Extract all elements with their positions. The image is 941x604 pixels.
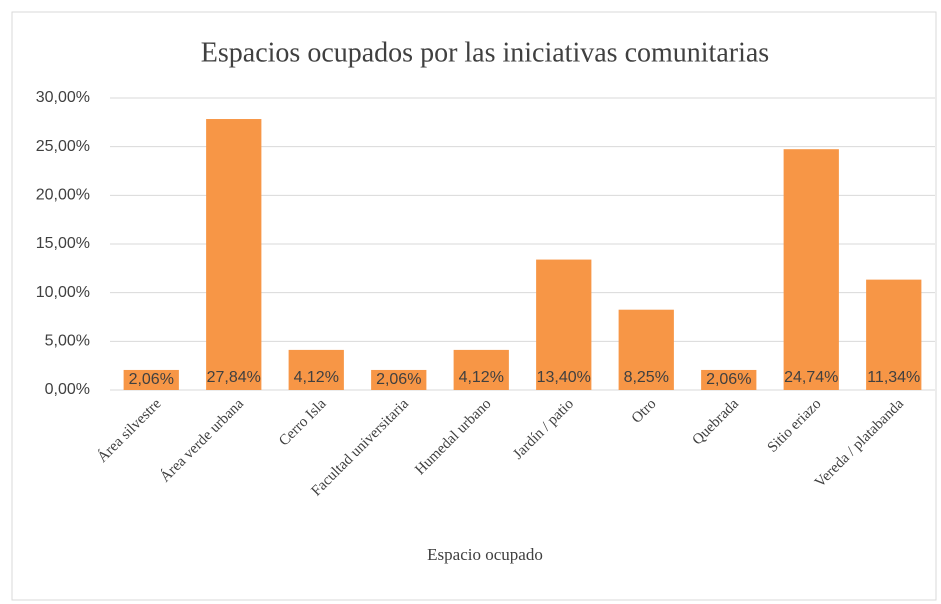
bar	[123, 369, 179, 390]
bar	[371, 369, 427, 390]
data-label: 8,25%	[624, 369, 669, 386]
y-tick-label: 5,00%	[45, 333, 90, 350]
data-label: 2,06%	[129, 371, 174, 388]
y-tick-label: 30,00%	[36, 89, 90, 106]
data-label: 4,12%	[459, 369, 504, 386]
y-tick-label: 0,00%	[45, 381, 90, 398]
y-tick-label: 20,00%	[36, 187, 90, 204]
data-label: 27,84%	[207, 369, 261, 386]
bar	[866, 279, 922, 390]
data-label: 4,12%	[294, 369, 339, 386]
bar	[536, 259, 592, 390]
data-label: 2,06%	[376, 371, 421, 388]
data-label: 2,06%	[706, 371, 751, 388]
y-tick-label: 15,00%	[36, 235, 90, 252]
bar	[618, 309, 674, 390]
chart-border	[11, 11, 937, 601]
bar	[206, 119, 262, 391]
data-label: 24,74%	[784, 369, 838, 386]
data-label: 11,34%	[867, 369, 920, 386]
bar	[453, 349, 509, 390]
data-label: 13,40%	[537, 369, 591, 386]
bar	[701, 369, 757, 390]
chart-title: Espacios ocupados por las iniciativas co…	[201, 37, 769, 68]
bar	[288, 349, 344, 390]
x-axis-title: Espacio ocupado	[427, 545, 543, 564]
y-tick-label: 25,00%	[36, 138, 90, 155]
bar	[783, 149, 839, 390]
y-tick-label: 10,00%	[36, 284, 90, 301]
